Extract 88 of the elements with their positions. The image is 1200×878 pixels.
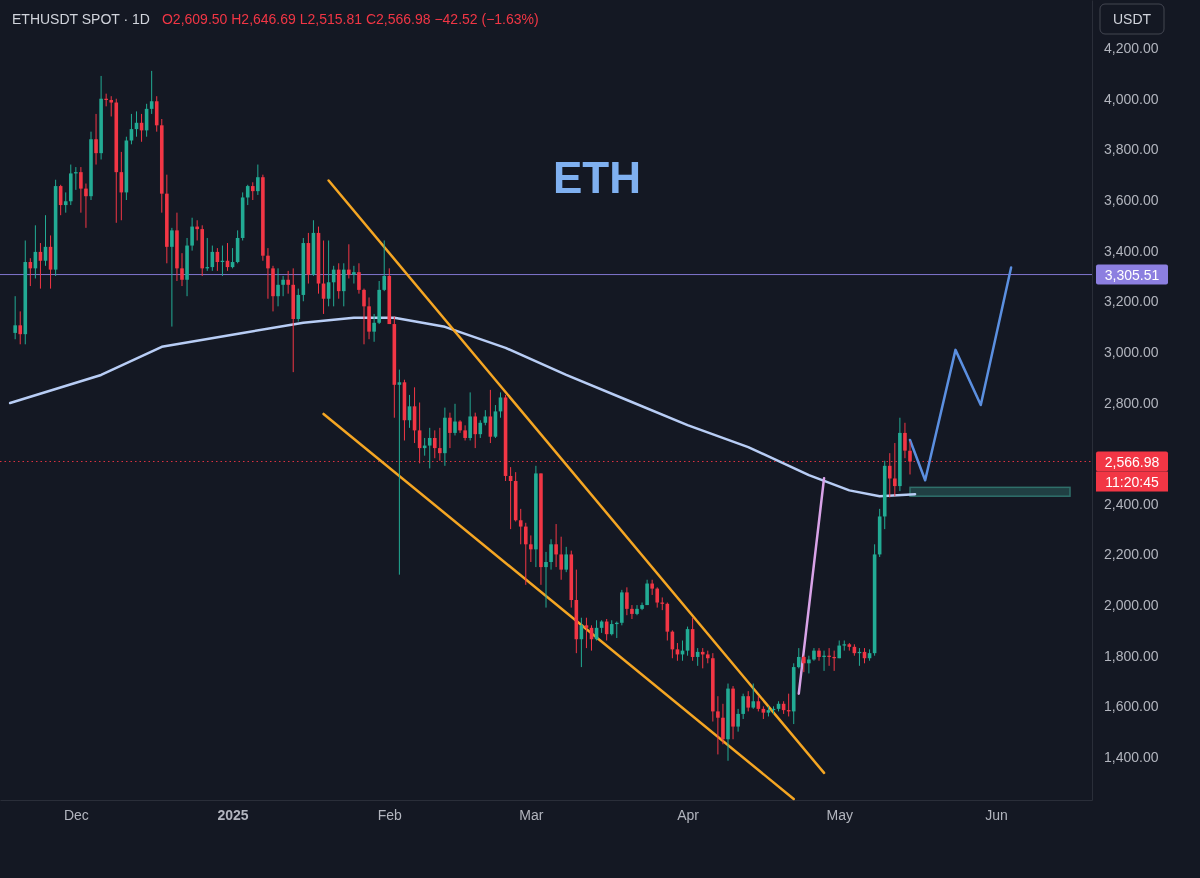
candlestick bbox=[281, 275, 285, 297]
candlestick bbox=[453, 403, 457, 436]
y-tick-label: 2,400.00 bbox=[1104, 495, 1159, 512]
candlestick bbox=[645, 579, 649, 606]
candlestick bbox=[397, 369, 402, 576]
y-tick-label: 3,000.00 bbox=[1104, 343, 1159, 360]
candlestick bbox=[13, 295, 17, 340]
y-tick-label: 2,800.00 bbox=[1104, 394, 1159, 411]
candlestick bbox=[427, 427, 432, 469]
line-series bbox=[8, 316, 917, 498]
candlestick bbox=[716, 695, 720, 755]
candlestick bbox=[266, 247, 270, 300]
candlestick bbox=[432, 429, 437, 459]
y-tick-label: 2,000.00 bbox=[1104, 597, 1159, 614]
y-tick-label: 4,200.00 bbox=[1104, 40, 1159, 57]
annotation: ETH bbox=[553, 153, 641, 202]
candlestick bbox=[655, 586, 660, 609]
y-tick-label: 3,800.00 bbox=[1104, 141, 1159, 158]
candlestick bbox=[630, 604, 634, 620]
candlestick bbox=[438, 427, 442, 462]
candlestick bbox=[18, 310, 23, 345]
candlestick bbox=[341, 262, 346, 307]
candlestick bbox=[372, 313, 376, 343]
candlestick bbox=[170, 227, 174, 328]
candlestick bbox=[584, 617, 589, 649]
candlestick bbox=[746, 690, 751, 712]
candlestick bbox=[564, 546, 569, 573]
candlestick bbox=[352, 265, 356, 285]
candlestick bbox=[751, 683, 756, 710]
candlestick bbox=[903, 422, 907, 459]
candlestick bbox=[347, 243, 351, 279]
y-tick-label: 1,600.00 bbox=[1104, 698, 1159, 715]
y-tick-label: 2,200.00 bbox=[1104, 546, 1159, 563]
candlestick bbox=[109, 95, 114, 117]
y-tick-label: 1,800.00 bbox=[1104, 647, 1159, 664]
candlestick bbox=[736, 708, 740, 733]
y-tick-label: 3,200.00 bbox=[1104, 293, 1159, 310]
candlestick bbox=[382, 240, 387, 292]
candlestick bbox=[559, 536, 563, 581]
candlestick bbox=[63, 191, 68, 214]
x-tick-label: 2025 bbox=[217, 806, 249, 823]
candlestick bbox=[190, 217, 194, 252]
candlestick bbox=[94, 113, 98, 166]
candlestick bbox=[276, 267, 280, 307]
x-tick-label: May bbox=[826, 806, 853, 823]
x-tick-label: Mar bbox=[519, 806, 544, 823]
candlestick bbox=[336, 262, 341, 300]
x-tick-label: Apr bbox=[677, 806, 700, 823]
candlestick bbox=[549, 538, 553, 571]
candlestick bbox=[448, 412, 452, 449]
y-tick-label: 3,400.00 bbox=[1104, 242, 1159, 259]
y-tick-label: 4,000.00 bbox=[1104, 90, 1159, 107]
candlestick bbox=[256, 164, 260, 196]
candlestick bbox=[180, 252, 184, 287]
candlestick bbox=[518, 508, 523, 545]
candlestick bbox=[817, 647, 821, 662]
candlestick bbox=[908, 440, 912, 475]
text: 11:20:45 bbox=[1105, 473, 1159, 490]
x-tick-label: Feb bbox=[377, 806, 403, 823]
x-tick-label: Dec bbox=[63, 806, 89, 823]
candlestick bbox=[807, 655, 811, 674]
candlestick bbox=[721, 703, 725, 745]
candlestick bbox=[741, 693, 745, 720]
candlestick bbox=[554, 523, 558, 568]
x-tick-label: Jun bbox=[985, 806, 1008, 823]
candlestick bbox=[635, 604, 639, 616]
candlestick bbox=[544, 551, 548, 609]
candlestick bbox=[362, 288, 366, 345]
candlestick bbox=[473, 412, 478, 449]
candlestick bbox=[463, 424, 467, 442]
candlestick bbox=[529, 534, 533, 563]
text: O2,609.50 H2,646.69 L2,515.81 C2,566.98 −42.52 (−1.63%) bbox=[161, 11, 539, 27]
candlestick bbox=[245, 184, 250, 206]
text: USDT bbox=[1112, 11, 1152, 27]
candlestick bbox=[84, 183, 88, 229]
candlestick bbox=[523, 522, 528, 586]
ref-line-label: 3,305.51 bbox=[1104, 266, 1160, 283]
text: ETHUSDT SPOT · 1D bbox=[12, 11, 150, 27]
candlestick bbox=[286, 270, 290, 295]
candlestick bbox=[357, 262, 361, 295]
candlestick bbox=[625, 586, 629, 616]
y-tick-label: 1,400.00 bbox=[1104, 748, 1159, 765]
line-series bbox=[908, 266, 1013, 482]
ref-line-label: 2,566.98 bbox=[1104, 453, 1160, 470]
candlestick bbox=[79, 166, 83, 214]
y-tick-label: 3,600.00 bbox=[1104, 191, 1159, 208]
candlestick bbox=[796, 647, 801, 669]
candlestick bbox=[468, 391, 472, 442]
